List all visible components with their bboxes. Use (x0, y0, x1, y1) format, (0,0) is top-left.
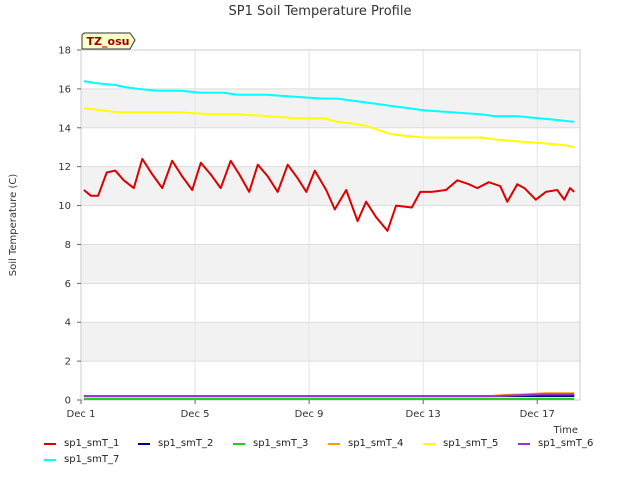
badge-label: TZ_osu (87, 35, 130, 48)
legend-item: sp1_smT_4 (328, 438, 403, 449)
legend-item: sp1_smT_3 (233, 438, 308, 449)
series-line-sp1_smT_1 (83, 157, 575, 232)
y-tick-label: 6 (65, 279, 71, 290)
x-axis-ticks: Dec 1 Dec 5 Dec 9 Dec 13 Dec 17 (67, 400, 555, 420)
grid (80, 49, 581, 401)
legend-swatch (138, 442, 150, 445)
legend-label: sp1_smT_2 (158, 438, 214, 449)
legend-item: sp1_smT_6 (518, 438, 593, 449)
series-line-sp1_smT_6 (83, 393, 575, 398)
x-tick-label: Dec 5 (181, 409, 210, 420)
chart-title: SP1 Soil Temperature Profile (229, 4, 412, 19)
legend-swatch (233, 442, 245, 445)
y-tick-label: 14 (58, 123, 71, 134)
x-tick-label: Dec 13 (406, 409, 441, 420)
x-tick-label: Dec 17 (520, 409, 555, 420)
x-tick-label: Dec 1 (67, 409, 96, 420)
y-tick-label: 0 (65, 396, 71, 407)
y-tick-label: 16 (58, 84, 71, 95)
background-band (81, 322, 580, 362)
y-axis-label: Soil Temperature (C) (8, 174, 19, 277)
series-line-sp1_smT_7 (83, 80, 575, 123)
timezone-badge: TZ_osu (81, 32, 136, 50)
legend: sp1_smT_1 sp1_smT_2 sp1_smT_3 sp1_smT_4 sp1_… (0, 436, 640, 476)
x-tick-label: Dec 9 (295, 409, 324, 420)
y-tick-label: 18 (58, 46, 71, 57)
legend-swatch (44, 442, 56, 445)
background-bands (81, 88, 580, 362)
legend-item: sp1_smT_1 (44, 438, 119, 449)
legend-item: sp1_smT_2 (138, 438, 213, 449)
legend-label: sp1_smT_3 (253, 438, 309, 449)
legend-swatch (44, 458, 56, 461)
legend-label: sp1_smT_5 (443, 438, 499, 449)
y-tick-label: 2 (65, 357, 71, 368)
y-axis-ticks: 0 2 4 6 8 10 12 14 16 18 (58, 46, 81, 407)
y-tick-label: 4 (65, 318, 71, 329)
y-tick-label: 10 (58, 201, 71, 212)
legend-swatch (328, 442, 340, 445)
legend-swatch (423, 442, 435, 445)
background-band (81, 88, 580, 128)
legend-label: sp1_smT_4 (348, 438, 404, 449)
badge-background (81, 32, 136, 50)
legend-item: sp1_smT_5 (423, 438, 498, 449)
chart: SP1 Soil Temperature Profile 0 2 4 6 8 10 12 14… (8, 4, 581, 436)
legend-label: sp1_smT_1 (64, 438, 120, 449)
background-band (81, 244, 580, 284)
legend-label: sp1_smT_7 (64, 454, 120, 465)
x-axis-label: Time (553, 425, 578, 436)
y-tick-label: 8 (65, 240, 71, 251)
series-lines (83, 80, 575, 400)
legend-item: sp1_smT_7 (44, 454, 119, 465)
legend-swatch (518, 442, 530, 445)
y-tick-label: 12 (58, 162, 71, 173)
legend-label: sp1_smT_6 (538, 438, 594, 449)
series-line-sp1_smT_5 (83, 107, 575, 149)
